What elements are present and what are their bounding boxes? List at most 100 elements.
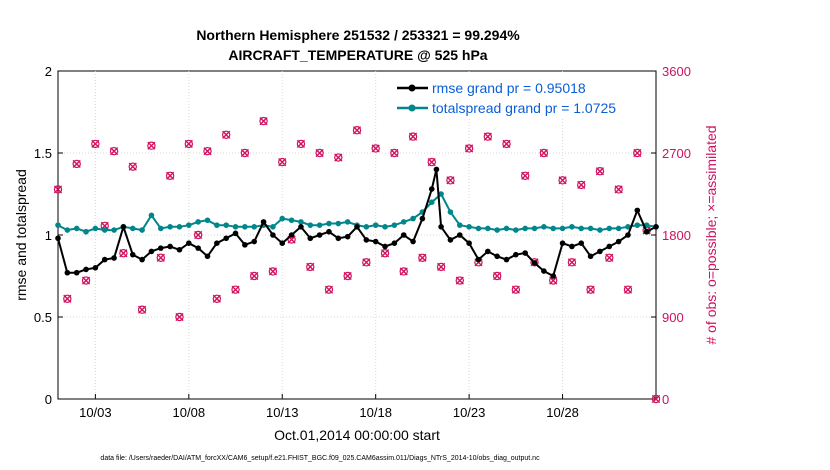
obs-possible-point [91, 139, 100, 149]
series-point-rmse [419, 215, 426, 222]
series-point-rmse [625, 232, 631, 238]
series-point-totalspread [335, 220, 342, 227]
obs-possible-point [651, 394, 661, 404]
series-point-totalspread [363, 224, 370, 230]
obs-assimilated-point [493, 271, 502, 281]
legend-marker-rmse [408, 84, 416, 92]
obs-possible-point [278, 157, 287, 167]
obs-possible-point [259, 116, 268, 126]
obs-possible-point [418, 253, 427, 262]
series-point-totalspread [307, 222, 314, 228]
obs-possible-point [362, 258, 371, 267]
series-point-totalspread [531, 225, 538, 232]
obs-possible-point [352, 126, 362, 135]
series-point-rmse [615, 238, 622, 245]
obs-possible-point [343, 271, 352, 281]
right-tick-label: 2700 [662, 146, 691, 161]
series-point-totalspread [316, 222, 323, 228]
series-point-rmse [157, 245, 164, 251]
obs-possible-point [231, 285, 240, 294]
series-point-totalspread [494, 227, 500, 233]
series-point-totalspread [111, 227, 117, 233]
series-point-rmse [73, 269, 80, 276]
obs-assimilated-point [296, 139, 306, 148]
x-tick-label: 10/13 [266, 405, 299, 420]
obs-possible-point [184, 139, 194, 149]
series-point-totalspread [372, 222, 379, 228]
obs-possible-point [492, 271, 502, 281]
series-point-rmse [494, 253, 500, 260]
obs-possible-point [399, 267, 408, 276]
obs-possible-point [334, 153, 343, 162]
series-point-totalspread [541, 224, 547, 230]
obs-assimilated-point [380, 249, 390, 258]
obs-possible-point [633, 148, 642, 158]
series-point-totalspread [400, 219, 407, 225]
series-point-rmse [55, 235, 61, 242]
obs-assimilated-point [91, 139, 100, 148]
legend-label-rmse: rmse grand pr = 0.95018 [432, 80, 586, 96]
series-point-rmse [148, 248, 155, 255]
obs-assimilated-point [511, 285, 520, 294]
x-tick-label: 10/03 [79, 405, 112, 420]
obs-possible-point [53, 185, 63, 194]
obs-assimilated-point [119, 249, 128, 258]
obs-possible-point [483, 132, 493, 141]
footer-data-file: data file: /Users/raeder/DAI/ATM_forcXX/… [100, 455, 540, 462]
series-point-totalspread [391, 222, 398, 228]
obs-assimilated-point [109, 147, 119, 156]
obs-assimilated-point [418, 253, 427, 262]
series-point-totalspread [326, 220, 332, 227]
obs-assimilated-point [324, 285, 334, 294]
series-point-totalspread [466, 224, 472, 230]
series-point-rmse [531, 260, 538, 266]
series-point-totalspread [587, 225, 594, 232]
obs-possible-point [436, 262, 446, 272]
series-point-totalspread [578, 225, 585, 232]
obs-assimilated-point [343, 271, 352, 281]
series-point-rmse [485, 248, 491, 255]
obs-assimilated-point [614, 185, 623, 194]
right-tick-label: 3600 [662, 64, 691, 79]
obs-assimilated-point [231, 285, 240, 294]
obs-possible-point [315, 148, 324, 158]
legend: rmse grand pr = 0.95018 totalspread gran… [393, 74, 649, 118]
series-point-totalspread [232, 224, 239, 230]
obs-assimilated-point [306, 262, 315, 271]
series-point-rmse [438, 224, 444, 230]
obs-possible-point [380, 249, 390, 258]
obs-possible-point [446, 176, 455, 185]
series-point-rmse [251, 238, 258, 245]
series-point-rmse [326, 228, 332, 235]
obs-possible-point [371, 144, 380, 153]
obs-assimilated-point [586, 285, 595, 294]
series-point-totalspread [298, 219, 304, 225]
series-point-totalspread [456, 222, 463, 228]
series-point-rmse [606, 243, 613, 250]
obs-assimilated-point [147, 141, 156, 150]
series-point-totalspread [513, 227, 519, 233]
obs-possible-point [193, 230, 203, 240]
obs-possible-point [558, 176, 567, 185]
chart-title-line1: Northern Hemisphere 251532 / 253321 = 99… [196, 27, 520, 43]
series-point-rmse [634, 207, 641, 214]
obs-assimilated-point [100, 221, 109, 230]
series-point-totalspread [279, 215, 286, 222]
left-tick-label: 1.5 [34, 146, 52, 161]
obs-assimilated-point [399, 267, 408, 276]
obs-assimilated-point [567, 258, 577, 267]
series-point-rmse [120, 224, 127, 230]
series-point-totalspread [157, 225, 164, 232]
obs-assimilated-point [53, 185, 63, 194]
obs-possible-point [577, 180, 586, 190]
series-point-totalspread [83, 228, 89, 235]
obs-possible-point [324, 285, 334, 294]
series-point-totalspread [503, 225, 510, 232]
left-tick-label: 0 [45, 392, 52, 407]
obs-possible-point [427, 157, 436, 167]
series-point-totalspread [148, 212, 155, 219]
right-axis-ticks: 0 900 1800 2700 3600 [651, 64, 691, 407]
obs-possible-point [511, 285, 521, 294]
obs-assimilated-point [408, 132, 418, 141]
left-tick-label: 2 [45, 64, 52, 79]
